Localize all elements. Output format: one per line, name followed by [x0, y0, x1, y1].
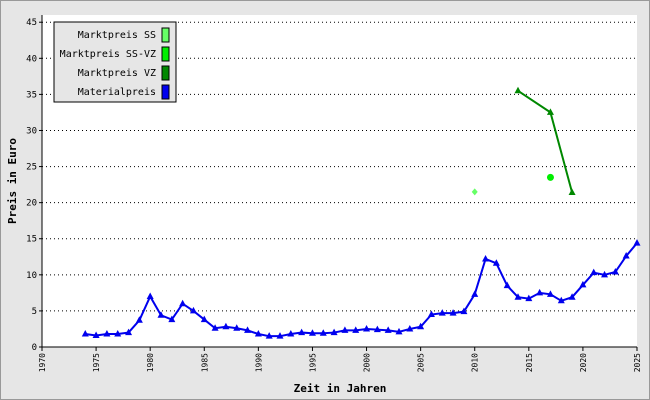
marker — [81, 330, 89, 337]
legend-label: Marktpreis SS — [78, 30, 156, 41]
x-tick-label: 2000 — [363, 353, 372, 372]
y-tick-label: 10 — [26, 271, 37, 281]
marker — [341, 326, 349, 333]
marker — [579, 280, 587, 288]
marker — [363, 324, 371, 332]
x-axis-label: Zeit in Jahren — [294, 382, 387, 395]
y-tick-label: 0 — [32, 343, 37, 353]
marker — [622, 252, 630, 259]
marker — [276, 332, 284, 339]
marker — [568, 188, 576, 196]
marker — [482, 254, 490, 262]
marker — [427, 310, 435, 318]
y-tick-label: 5 — [32, 307, 37, 317]
marker — [492, 259, 500, 266]
marker — [319, 329, 327, 336]
marker — [254, 330, 262, 337]
y-tick-label: 40 — [26, 54, 37, 64]
marker — [449, 309, 457, 316]
marker — [157, 311, 165, 318]
marker — [611, 267, 619, 275]
marker — [384, 326, 392, 333]
marker — [244, 326, 252, 333]
marker — [179, 299, 187, 307]
x-tick-label: 2025 — [633, 353, 642, 372]
marker — [265, 332, 273, 339]
marker — [233, 324, 241, 331]
x-tick-label: 2020 — [579, 353, 588, 372]
marker — [503, 281, 511, 289]
marker — [514, 293, 522, 300]
x-tick-label: 1975 — [92, 353, 101, 372]
y-tick-label: 45 — [26, 18, 37, 28]
marker — [514, 86, 522, 94]
marker — [546, 290, 554, 297]
legend-swatch — [161, 46, 170, 62]
marker — [114, 330, 122, 337]
x-tick-label: 2005 — [417, 353, 426, 372]
marker — [298, 328, 306, 336]
x-tick-label: 1985 — [200, 353, 209, 372]
marker — [222, 322, 230, 330]
series-line — [85, 242, 638, 338]
marker — [525, 294, 533, 302]
marker — [557, 296, 565, 304]
marker — [125, 328, 133, 336]
marker — [168, 315, 176, 323]
marker — [406, 324, 414, 332]
y-tick-label: 25 — [26, 163, 37, 173]
marker — [546, 108, 554, 115]
x-tick-label: 1980 — [146, 353, 155, 372]
marker — [438, 309, 446, 316]
marker — [395, 327, 403, 335]
y-tick-label: 20 — [26, 199, 37, 209]
x-tick-label: 2015 — [525, 353, 534, 372]
marker — [601, 270, 609, 278]
marker — [417, 322, 425, 330]
marker — [330, 328, 338, 336]
marker — [135, 316, 143, 323]
marker — [471, 290, 479, 297]
marker — [200, 315, 208, 323]
marker — [146, 292, 154, 299]
marker — [352, 326, 360, 333]
x-tick-label: 1995 — [308, 353, 317, 372]
x-tick-label: 1970 — [38, 353, 47, 372]
marker — [590, 268, 598, 276]
x-tick-label: 2010 — [471, 353, 480, 372]
y-axis-label: Preis in Euro — [6, 138, 19, 224]
marker — [287, 330, 295, 337]
marker — [211, 324, 219, 331]
legend-swatch — [161, 27, 170, 43]
marker — [103, 330, 111, 337]
y-tick-label: 15 — [26, 235, 37, 245]
legend-label: Materialpreis — [78, 87, 156, 98]
legend-swatch — [161, 65, 170, 81]
marker — [308, 329, 316, 336]
y-tick-label: 35 — [26, 90, 37, 100]
marker — [373, 325, 381, 333]
marker — [189, 306, 197, 314]
legend-box — [53, 21, 177, 103]
legend-label: Marktpreis VZ — [78, 68, 156, 79]
y-tick-label: 30 — [26, 126, 37, 136]
legend-swatch — [161, 84, 170, 100]
x-tick-label: 1990 — [254, 353, 263, 372]
marker — [546, 173, 554, 181]
marker — [460, 307, 468, 315]
marker — [568, 293, 576, 300]
marker — [536, 288, 544, 296]
marker — [471, 188, 478, 196]
legend-label: Marktpreis SS-VZ — [60, 49, 156, 60]
marker — [92, 331, 100, 338]
marker — [633, 239, 641, 246]
